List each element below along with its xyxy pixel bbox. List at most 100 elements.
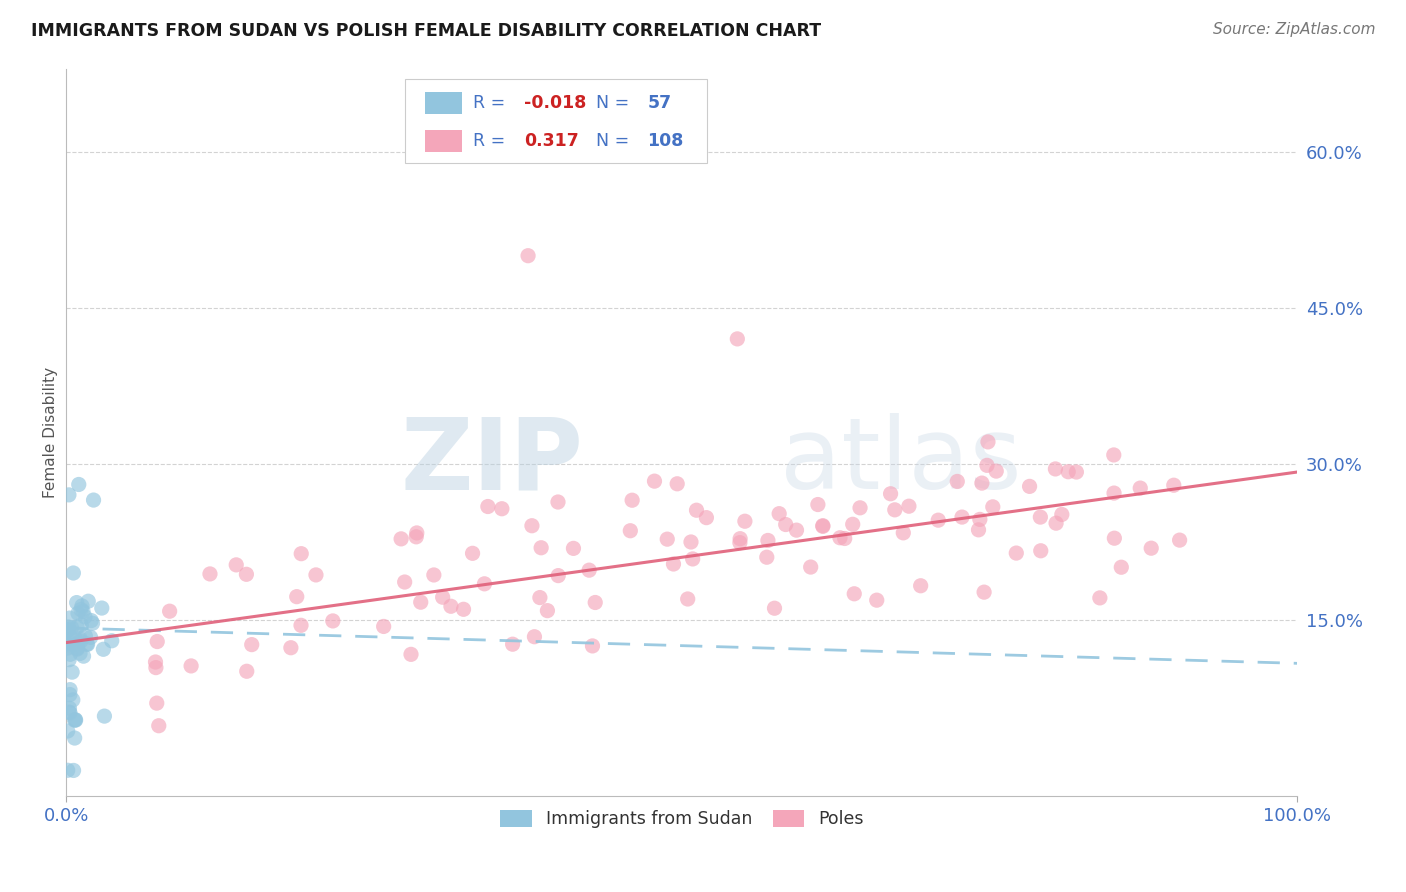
Point xyxy=(63,631,86,645)
Point xyxy=(517,249,540,263)
FancyBboxPatch shape xyxy=(425,130,461,153)
Text: R =: R = xyxy=(472,132,510,150)
Point xyxy=(93,709,115,723)
Point xyxy=(1102,448,1125,462)
Point xyxy=(643,474,665,488)
Point xyxy=(66,620,89,634)
Point xyxy=(394,574,416,589)
Point xyxy=(399,648,422,662)
Point xyxy=(883,503,905,517)
Point xyxy=(976,458,998,473)
Text: -0.018: -0.018 xyxy=(524,94,586,112)
Text: atlas: atlas xyxy=(780,413,1022,510)
Point xyxy=(502,637,524,651)
Text: ZIP: ZIP xyxy=(401,413,583,510)
Point xyxy=(280,640,302,655)
Point xyxy=(76,637,98,651)
Point xyxy=(755,550,778,565)
Point xyxy=(536,604,558,618)
Point xyxy=(828,531,851,545)
Point xyxy=(69,632,91,646)
Point xyxy=(56,764,79,778)
Point xyxy=(491,501,513,516)
Point xyxy=(1168,533,1191,548)
Point xyxy=(65,713,87,727)
Point xyxy=(56,640,79,655)
Point xyxy=(148,719,170,733)
Point xyxy=(60,621,83,635)
Point xyxy=(159,604,181,618)
Point xyxy=(58,653,80,667)
Point xyxy=(432,591,454,605)
Point xyxy=(56,623,79,637)
Text: N =: N = xyxy=(596,132,634,150)
Point xyxy=(69,647,91,661)
Text: R =: R = xyxy=(472,94,510,112)
Point xyxy=(811,518,834,533)
Point xyxy=(562,541,585,556)
Point xyxy=(56,633,79,648)
Point xyxy=(285,590,308,604)
Point xyxy=(1140,541,1163,556)
Point xyxy=(66,596,89,610)
Point xyxy=(70,618,93,632)
Point xyxy=(977,434,1000,449)
Point xyxy=(676,592,699,607)
Point xyxy=(682,552,704,566)
Point xyxy=(373,619,395,633)
Point xyxy=(198,566,221,581)
Point xyxy=(768,507,790,521)
Point xyxy=(800,560,823,574)
Point xyxy=(66,607,89,621)
Point xyxy=(967,523,990,537)
Point xyxy=(59,648,82,662)
Point xyxy=(1018,479,1040,493)
Point xyxy=(950,510,973,524)
Point xyxy=(547,568,569,582)
Point xyxy=(1029,510,1052,524)
Point xyxy=(807,498,830,512)
Text: 57: 57 xyxy=(648,94,672,112)
Point xyxy=(440,599,463,614)
Point xyxy=(70,602,93,616)
Point xyxy=(65,713,87,727)
Point xyxy=(1129,481,1152,495)
Text: N =: N = xyxy=(596,94,634,112)
Point xyxy=(619,524,641,538)
Point xyxy=(581,639,603,653)
Point xyxy=(1057,465,1080,479)
Point xyxy=(927,513,949,527)
Point xyxy=(240,638,263,652)
Point xyxy=(1050,508,1073,522)
Point xyxy=(970,476,993,491)
Point xyxy=(786,523,808,537)
Point xyxy=(1029,543,1052,558)
Point xyxy=(58,701,80,715)
Point xyxy=(986,464,1008,478)
Text: Source: ZipAtlas.com: Source: ZipAtlas.com xyxy=(1212,22,1375,37)
Point xyxy=(453,602,475,616)
Point xyxy=(1163,478,1185,492)
Point xyxy=(834,532,856,546)
Point xyxy=(866,593,889,607)
Point xyxy=(75,629,97,643)
Point xyxy=(59,706,82,720)
Point xyxy=(290,547,312,561)
Point xyxy=(59,688,82,702)
Point xyxy=(666,476,689,491)
FancyBboxPatch shape xyxy=(405,79,707,163)
Point xyxy=(145,655,167,669)
Point xyxy=(725,332,748,346)
Point xyxy=(409,595,432,609)
Point xyxy=(290,618,312,632)
Point xyxy=(1066,465,1088,479)
Point xyxy=(969,512,991,526)
FancyBboxPatch shape xyxy=(425,92,461,114)
Point xyxy=(891,525,914,540)
Point xyxy=(62,764,84,778)
Point xyxy=(734,514,756,528)
Point xyxy=(60,665,83,680)
Point xyxy=(1045,462,1067,476)
Point xyxy=(322,614,344,628)
Point xyxy=(63,638,86,652)
